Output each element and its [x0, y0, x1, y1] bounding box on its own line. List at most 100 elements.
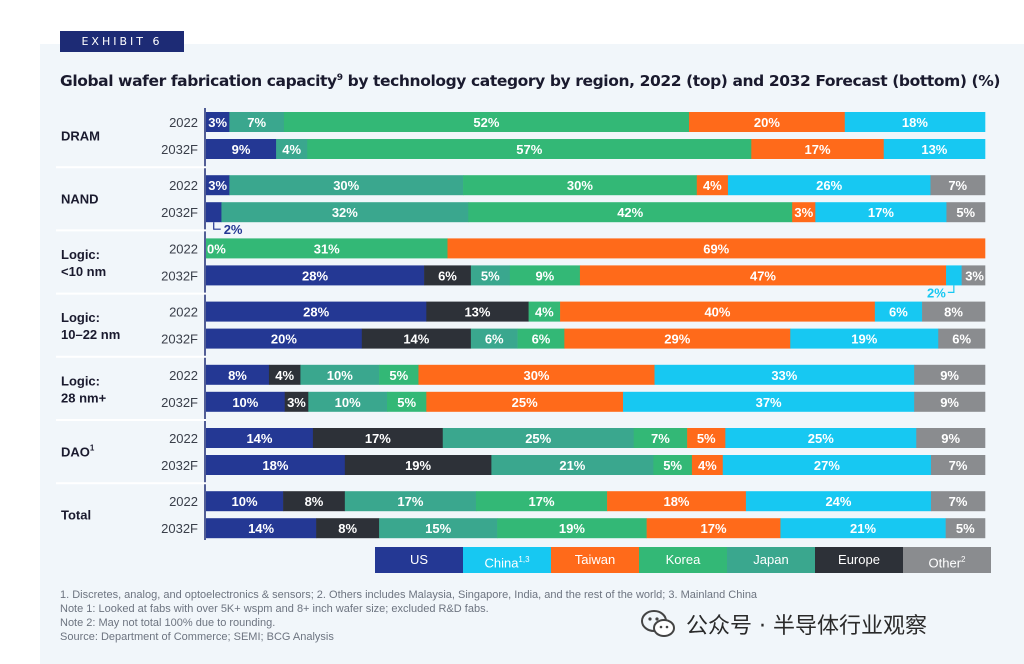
data-label: 14%: [403, 332, 429, 347]
year-label: 2022: [169, 368, 198, 383]
bar-segment-other: [938, 328, 986, 349]
bar-segment-taiwan: [607, 491, 747, 512]
bar-segment-taiwan: [792, 202, 816, 223]
wechat-icon: [641, 610, 675, 637]
data-label: 14%: [248, 521, 274, 536]
data-label: 5%: [697, 431, 716, 446]
exhibit-label: EXHIBIT 6: [60, 31, 184, 52]
bar-segment-other: [914, 364, 986, 385]
data-label: 5%: [956, 205, 975, 220]
data-label: 57%: [516, 142, 542, 157]
bar-segment-europe: [268, 364, 301, 385]
data-label: 27%: [814, 458, 840, 473]
data-label: 19%: [559, 521, 585, 536]
legend-item-us: US: [375, 547, 463, 573]
data-label: 26%: [816, 178, 842, 193]
footnotes: 1. Discretes, analog, and optoelectronic…: [60, 588, 758, 644]
data-label: 25%: [512, 395, 538, 410]
data-label: 8%: [228, 368, 247, 383]
group-label: 10–22 nm: [61, 327, 120, 342]
data-label: 17%: [701, 521, 727, 536]
chart-title-sup: 9: [336, 72, 343, 83]
group-label: Total: [61, 508, 91, 523]
bar-segment-europe: [344, 455, 492, 475]
data-label: 10%: [232, 395, 258, 410]
data-label: 17%: [528, 494, 554, 509]
data-label: 9%: [232, 142, 251, 157]
bar-segment-korea: [379, 364, 419, 385]
data-label: 25%: [525, 431, 551, 446]
data-label: 13%: [921, 142, 947, 157]
bar-segment-us: [206, 364, 270, 385]
bar-segment-japan: [470, 265, 511, 286]
group-label: Logic:: [61, 310, 100, 325]
bar-segment-europe: [316, 518, 380, 539]
bar-segment-japan: [470, 328, 518, 349]
bar-segment-taiwan: [426, 391, 624, 412]
bar-segment-us: [206, 301, 427, 322]
data-label: 7%: [949, 458, 968, 473]
data-label: 3%: [287, 395, 306, 410]
bar-segment-japan: [229, 175, 464, 196]
bar-segment-korea: [528, 301, 561, 322]
data-label: 13%: [464, 305, 490, 320]
bar-segment-china: [874, 301, 923, 322]
year-label: 2032F: [161, 142, 198, 157]
callout-line: [213, 222, 221, 230]
data-label: 19%: [851, 332, 877, 347]
bar-segment-us: [206, 491, 284, 512]
bar-segment-japan: [221, 202, 469, 223]
bar-segment-korea: [633, 428, 688, 448]
data-label: 21%: [559, 458, 585, 473]
watermark: 公众号 · 半导体行业观察: [640, 604, 927, 644]
legend-item-taiwan: Taiwan: [551, 547, 639, 573]
bar-segment-europe: [424, 265, 472, 286]
footnote-line: 1. Discretes, analog, and optoelectronic…: [60, 589, 758, 601]
watermark-text: 公众号 · 半导体行业观察: [686, 614, 927, 639]
data-label: 17%: [868, 205, 894, 220]
bar-segment-other: [961, 265, 986, 286]
data-label: 4%: [282, 142, 301, 157]
data-label: 17%: [365, 431, 391, 446]
bar-segment-taiwan: [687, 428, 726, 448]
year-label: 2022: [169, 494, 198, 509]
bar-segment-china: [946, 265, 962, 286]
data-label: 14%: [246, 431, 272, 446]
data-label: 7%: [651, 431, 670, 446]
group-label: Logic:: [61, 247, 100, 262]
callout-label: 2%: [224, 222, 243, 237]
data-label: 3%: [208, 178, 227, 193]
bar-segment-other: [945, 518, 986, 539]
data-label: 20%: [754, 115, 780, 130]
data-label: 30%: [523, 368, 549, 383]
bar-segment-other: [930, 175, 986, 196]
data-label: 9%: [941, 431, 960, 446]
data-label: 32%: [332, 205, 358, 220]
year-label: 2022: [169, 178, 198, 193]
data-label: 28%: [302, 268, 328, 283]
bar-segment-us: [206, 328, 363, 349]
legend-item-other: Other2: [903, 547, 991, 573]
data-label: 37%: [756, 395, 782, 410]
group-label-sup: 1: [90, 444, 95, 453]
callout-label: 2%: [927, 285, 946, 300]
data-label: 20%: [271, 332, 297, 347]
chart-title-rest: by technology category by region, 2022 (…: [342, 72, 1001, 90]
bar-segment-korea: [509, 265, 581, 286]
chart-title-main: Global wafer fabrication capacity: [60, 72, 337, 90]
bar-segment-taiwan: [751, 139, 885, 159]
data-label: 29%: [664, 332, 690, 347]
bar-segment-korea: [517, 328, 565, 349]
data-label: 69%: [703, 241, 729, 256]
bar-segment-china: [790, 328, 939, 349]
bar-segment-other: [916, 428, 986, 448]
bar-segment-taiwan: [579, 265, 947, 286]
bar-segment-europe: [361, 328, 472, 349]
data-label: 25%: [808, 431, 834, 446]
bar-segment-china: [725, 428, 917, 448]
bar-segment-korea: [386, 391, 427, 412]
data-label: 18%: [262, 458, 288, 473]
footnote-line: Source: Department of Commerce; SEMI; BC…: [60, 631, 334, 643]
bar-segment-us: [206, 139, 277, 159]
